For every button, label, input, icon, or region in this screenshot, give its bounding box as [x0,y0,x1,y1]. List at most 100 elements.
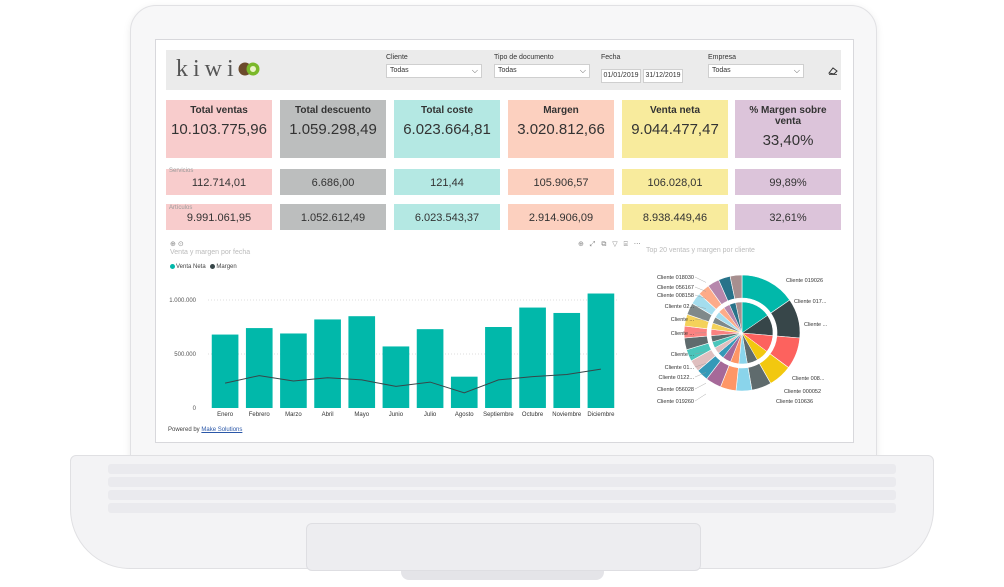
legend-swatch-venta [170,264,175,269]
cliente-slicer: Cliente Todas ⌵ [386,54,482,78]
bar-venta-neta-diciembre[interactable] [587,293,615,408]
eraser-icon[interactable] [828,67,838,75]
fecha-desde-input[interactable]: 01/01/2019 [601,69,641,83]
tipo-documento-label: Tipo de documento [494,54,554,61]
pie-label: Cliente 056028 [657,387,694,393]
pie-label-leader [694,318,707,321]
laptop-keyboard [108,462,896,522]
bar-venta-neta-enero[interactable] [211,334,239,408]
pie-slice-inner[interactable] [735,301,743,334]
bar-venta-neta-junio[interactable] [382,346,410,408]
y-tick-label: 0 [193,406,197,412]
margen-line[interactable] [224,368,601,394]
pie-label-leader [694,276,707,283]
powered-by-footer: Powered by Make Solutions [168,427,242,433]
kpi-articulos-value: 8.938.449,46 [622,204,728,230]
laptop-foot [401,571,604,580]
pie-chart-title: Top 20 ventas y margen por cliente [646,247,755,254]
pie-ring-gap [707,298,777,368]
empresa-value: Todas [712,67,731,74]
pie-label-leader [694,363,707,368]
laptop-trackpad [306,523,701,571]
fecha-hasta-input[interactable]: 31/12/2019 [643,69,683,83]
x-tick-label: Octubre [522,412,544,418]
kpi-servicios-value: 106.028,01 [622,169,728,195]
kpi-title: % Margen sobre venta [749,105,827,127]
kpi-card: Margen 3.020.812,66 [508,100,614,158]
tipo-documento-slicer: Tipo de documento Todas ⌵ [494,54,590,78]
pie-label-leader [694,305,707,309]
legend-venta-neta: Venta Neta [176,264,206,271]
pie-label: Cliente 010636 [776,399,813,405]
legend-margen: Margen [216,264,237,271]
x-tick-label: Marzo [285,412,302,418]
pie-label: Cliente 008158 [657,293,694,299]
pie-label: Cliente ... [671,331,695,337]
cliente-label: Cliente [386,54,408,61]
pie-label-leader [694,351,707,355]
x-tick-label: Agosto [455,412,474,418]
pie-label-leader [694,372,707,378]
kpi-total-value: 10.103.775,96 [171,121,267,138]
y-tick-label: 1.000.000 [169,298,196,304]
bar-venta-neta-febrero[interactable] [245,328,273,408]
filter-header: kiwi Cliente Todas ⌵ Tipo de documento T… [166,50,841,90]
chevron-down-icon: ⌵ [793,66,800,75]
x-tick-label: Diciembre [587,412,615,418]
empresa-dropdown[interactable]: Todas ⌵ [708,64,804,78]
pie-label: Cliente 019026 [786,278,823,284]
articulos-row-label: Artículos [169,205,193,211]
bar-venta-neta-octubre[interactable] [519,307,546,408]
dashboard-screen: kiwi Cliente Todas ⌵ Tipo de documento T… [155,39,854,443]
pie-label-leader [694,383,707,390]
tipo-documento-value: Todas [498,67,517,74]
empresa-slicer: Empresa Todas ⌵ [708,54,804,78]
visual-header-icon[interactable]: ⊕⊙ [170,241,186,248]
kpi-card: % Margen sobre venta 33,40% [735,100,841,158]
bar-chart-title: Venta y margen por fecha [170,249,251,256]
bar-venta-neta-julio[interactable] [416,329,444,408]
pie-slice-outer[interactable] [729,274,743,300]
kpi-servicios-value: 121,44 [394,169,500,195]
cliente-value: Todas [390,67,409,74]
kpi-title: Total descuento [295,105,371,116]
brand-logo: kiwi [176,56,239,82]
kpi-card: Total descuento 1.059.298,49 [280,100,386,158]
kpi-servicios-value: 6.686,00 [280,169,386,195]
bar-venta-neta-marzo[interactable] [280,333,307,408]
bar-venta-neta-agosto[interactable] [450,376,478,408]
bar-venta-neta-abril[interactable] [314,319,341,408]
kpi-title: Total ventas [190,105,248,116]
pie-chart: Cliente 018030 Cliente 056167 Cliente 0081… [657,274,828,405]
pie-label: Cliente ... [671,352,695,358]
kpi-total-value: 33,40% [762,132,814,149]
kpi-card: Total ventas 10.103.775,96 [166,100,272,158]
pie-label: Cliente 056167 [657,285,694,291]
fecha-label: Fecha [601,54,621,61]
x-tick-label: Septiembre [483,412,514,418]
cliente-dropdown[interactable]: Todas ⌵ [386,64,482,78]
pie-label: Cliente 008... [792,376,825,382]
x-tick-label: Enero [217,412,234,418]
make-solutions-link[interactable]: Make Solutions [201,427,243,433]
chevron-down-icon: ⌵ [471,66,478,75]
kpi-articulos-value: 6.023.543,37 [394,204,500,230]
pie-label-leader [694,286,707,292]
kpi-title: Venta neta [649,105,701,116]
bar-venta-neta-septiembre[interactable] [485,327,512,408]
fecha-slicer: Fecha 01/01/2019 31/12/2019 [601,54,691,83]
powered-prefix: Powered by [168,427,200,433]
bar-venta-neta-mayo[interactable] [348,316,376,408]
tipo-documento-dropdown[interactable]: Todas ⌵ [494,64,590,78]
visual-options-icon[interactable]: ⊕ ⤢ ⧉ ▽ ⌸ ⋯ [578,241,643,248]
pie-label: Cliente ... [671,317,695,323]
chevron-down-icon: ⌵ [579,66,586,75]
pie-label: Cliente 000052 [784,389,821,395]
pie-label: Cliente 018030 [657,275,694,281]
kpi-total-value: 9.044.477,47 [631,121,719,138]
bar-venta-neta-noviembre[interactable] [553,312,581,408]
kpi-articulos-value: 32,61% [735,204,841,230]
bar-chart: 0 500.000 1.000.000 Enero Febrero Marzo Abril M… [169,293,618,418]
pie-label-leader [694,393,707,402]
x-tick-label: Abril [322,412,334,418]
